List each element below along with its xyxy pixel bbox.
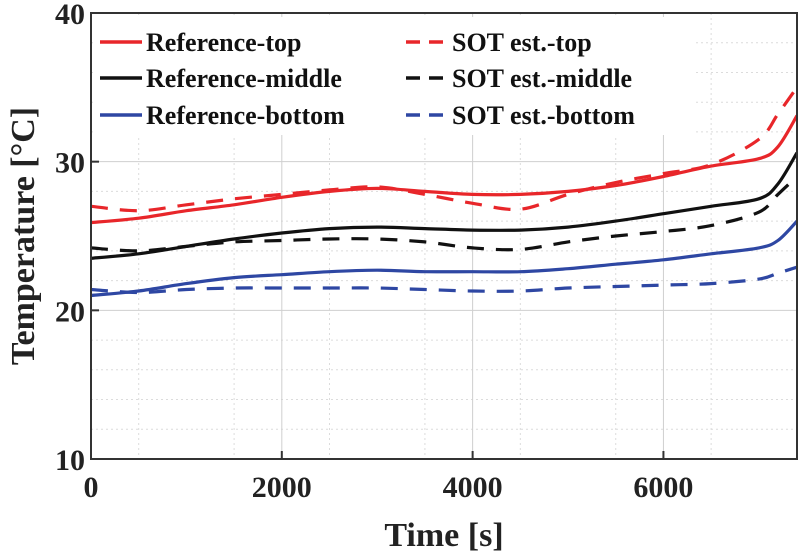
legend: Reference-top Reference-middle Reference-b… (96, 17, 694, 135)
legend-label: SOT est.-middle (452, 64, 632, 93)
series-layer (91, 86, 797, 298)
legend-label: SOT est.-top (452, 28, 592, 57)
legend-label: Reference-bottom (146, 101, 345, 130)
y-tick-label: 10 (55, 444, 85, 477)
y-tick-label: 30 (55, 147, 85, 180)
series-line-reference-bottom (91, 219, 797, 298)
x-axis-label: Time [s] (384, 517, 503, 554)
plot-frame (90, 12, 798, 460)
series-line-reference-top (91, 114, 797, 225)
x-tick-label: 6000 (633, 471, 693, 504)
ticks (90, 12, 665, 460)
series-line-sot-est-middle (91, 175, 797, 253)
legend-label: Reference-middle (146, 64, 342, 93)
series-line-sot-est-top (91, 86, 797, 213)
x-tick-label: 0 (84, 471, 99, 504)
y-tick-label: 20 (55, 295, 85, 328)
legend-label: Reference-top (146, 28, 301, 57)
series-line-sot-est-bottom (91, 265, 797, 295)
y-axis-label: Temperature [°C] (5, 107, 42, 365)
minor-grid (91, 13, 797, 459)
legend-box (96, 17, 694, 135)
x-tick-label: 4000 (443, 471, 503, 504)
series-line-reference-middle (91, 151, 797, 260)
legend-label: SOT est.-bottom (452, 101, 635, 130)
y-tick-label: 40 (55, 0, 85, 31)
x-tick-label: 2000 (252, 471, 312, 504)
tick-labels: 0 2000 4000 6000 10 20 30 40 (55, 0, 693, 504)
